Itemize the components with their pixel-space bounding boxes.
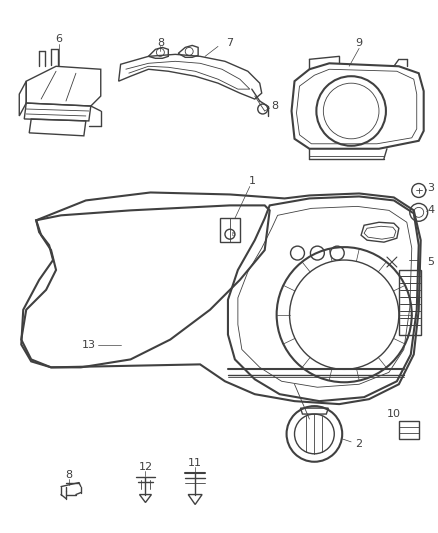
Text: 8: 8 bbox=[271, 101, 278, 111]
Text: 10: 10 bbox=[387, 409, 401, 419]
Text: 1: 1 bbox=[249, 175, 256, 185]
Text: 3: 3 bbox=[427, 183, 434, 193]
Text: 5: 5 bbox=[427, 257, 434, 267]
Text: 6: 6 bbox=[56, 35, 63, 44]
Text: 2: 2 bbox=[356, 439, 363, 449]
Text: 4: 4 bbox=[427, 205, 434, 215]
Bar bbox=[399, 270, 421, 335]
Text: B: B bbox=[231, 232, 235, 237]
Text: 11: 11 bbox=[188, 458, 202, 468]
Text: 8: 8 bbox=[65, 470, 73, 480]
Bar bbox=[220, 219, 240, 242]
Text: 13: 13 bbox=[82, 340, 96, 350]
Text: 7: 7 bbox=[226, 38, 233, 49]
Text: 8: 8 bbox=[157, 38, 164, 49]
Text: 9: 9 bbox=[356, 38, 363, 49]
Text: 12: 12 bbox=[138, 462, 152, 472]
